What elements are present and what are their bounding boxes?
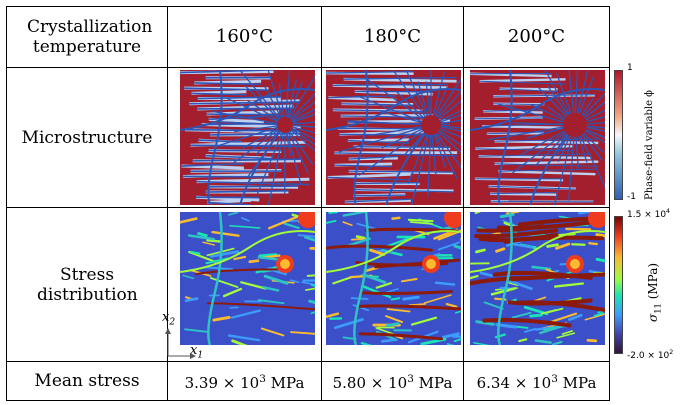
row-label-microstructure: Microstructure [7,68,167,207]
mean-stress-value-3: 6.34 × 103 MPa [476,373,597,392]
phase-colorbar-label: Phase-field variable ϕ [644,90,655,200]
stress-colorbar-label: σ11 (MPa) [646,262,663,322]
microstructure-panel-160 [180,70,315,205]
mean-stress-exponent-3: 3 [551,373,558,385]
grain-boundaries [326,70,461,205]
stress-boundaries [470,212,605,345]
stress-distribution-label: Stress distribution [37,264,138,305]
stress-colorbar [614,216,623,354]
mean-stress-exponent-1: 3 [259,373,266,385]
axes-indicator [165,328,196,359]
stress-panel-160 [180,212,315,345]
mean-stress-mantissa-1: 3.39 [184,374,218,392]
temperature-180: 180°C [322,7,463,67]
mean-stress-value-2: 5.80 × 103 MPa [332,373,453,392]
phase-colorbar-min: -1 [627,192,636,202]
mean-stress-label: Mean stress [34,371,140,391]
mean-stress-mantissa-3: 6.34 [476,374,510,392]
temperature-label-1: 160°C [215,26,274,47]
mean-stress-unit-1: MPa [270,374,305,392]
mean-stress-exponent-2: 3 [407,373,414,385]
table-divider-micro [6,207,610,208]
mean-stress-unit-3: MPa [562,374,597,392]
table-border-top [6,6,610,7]
corner-hotspot [588,212,605,228]
header-row-label: Crystallization temperature [7,7,167,67]
stress-boundaries [180,212,315,345]
temperature-160: 160°C [168,7,321,67]
stress-colorbar-max: 1.5 × 104 [627,208,671,220]
table-border-right [609,6,610,401]
stress-colorbar-min: -2.0 × 102 [627,349,674,361]
table-divider-col2 [321,6,322,401]
stress-boundaries [326,212,461,345]
corner-hotspot [298,212,315,228]
x2-arrow-head [165,328,171,334]
microstructure-panel-180 [326,70,461,205]
row-label-mean: Mean stress [7,362,167,400]
table-border-bottom [6,400,610,401]
temperature-200: 200°C [464,7,609,67]
x2-axis-label: x2 [162,310,176,328]
stress-panel-180 [326,212,461,345]
table-divider-col1 [167,6,168,401]
high-stress-bands [194,268,315,311]
row-label-stress: Stress distribution [7,208,167,361]
grain-boundaries [180,70,315,205]
temperature-label-3: 200°C [507,26,566,47]
corner-hotspot [444,212,461,228]
x1-axis-label: x1 [190,343,204,361]
nucleus [563,113,587,137]
nucleus [277,117,293,133]
x1-arrow-head [190,353,196,359]
mean-stress-mantissa-2: 5.80 [332,374,366,392]
table-divider-header [6,67,610,68]
microstructure-label: Microstructure [21,127,153,148]
table-border-left [6,6,7,401]
mean-stress-value-1: 3.39 × 103 MPa [184,373,305,392]
stress-streaks [326,212,461,345]
phase-colorbar-max: 1 [627,63,633,73]
stress-panel-200 [470,212,605,345]
table-divider-stress [6,361,610,362]
microstructure-panel-200 [470,70,605,205]
crystallization-temperature-label: Crystallization temperature [27,17,153,57]
table-divider-col3 [463,6,464,401]
nucleus [421,115,441,135]
mean-stress-unit-2: MPa [418,374,453,392]
phase-colorbar [614,70,623,200]
temperature-label-2: 180°C [363,26,422,47]
